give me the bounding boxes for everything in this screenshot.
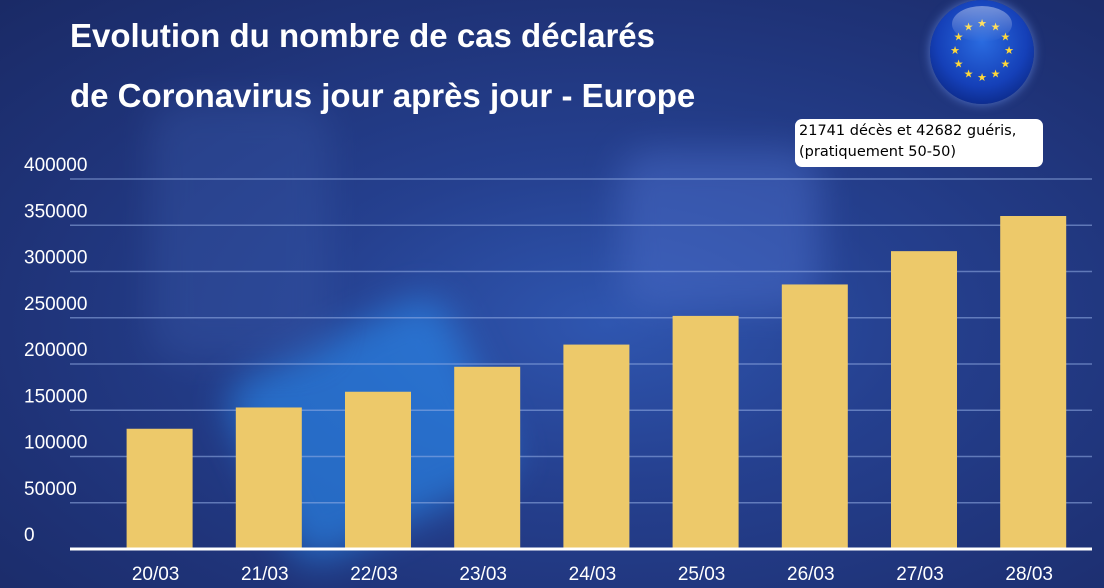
y-tick-label: 150000 bbox=[24, 386, 87, 407]
star-icon: ★ bbox=[977, 72, 987, 84]
bar-23/03 bbox=[454, 366, 521, 549]
y-tick-label: 100000 bbox=[24, 433, 87, 454]
bar-22/03 bbox=[345, 391, 411, 549]
y-tick-label: 200000 bbox=[24, 340, 87, 361]
x-tick-label: 20/03 bbox=[132, 564, 180, 585]
bar-28/03 bbox=[1000, 216, 1067, 549]
x-tick-label: 28/03 bbox=[1005, 564, 1053, 585]
background-blur-shape bbox=[150, 100, 330, 360]
chart-title: Evolution du nombre de cas déclarés de C… bbox=[70, 6, 695, 126]
annotation-line-2: (pratiquement 50-50) bbox=[799, 144, 957, 160]
x-tick-label: 22/03 bbox=[350, 564, 398, 585]
eu-flag-globe-icon: ★★★★★★★★★★★★ bbox=[930, 0, 1034, 104]
y-tick-label: 350000 bbox=[24, 201, 87, 222]
x-tick-label: 27/03 bbox=[896, 564, 944, 585]
x-tick-label: 24/03 bbox=[569, 564, 617, 585]
star-icon: ★ bbox=[950, 45, 960, 57]
bar-27/03 bbox=[891, 251, 957, 549]
y-tick-label: 0 bbox=[24, 525, 35, 546]
bar-24/03 bbox=[563, 344, 630, 549]
star-icon: ★ bbox=[991, 68, 1001, 80]
x-tick-label: 26/03 bbox=[787, 564, 835, 585]
star-icon: ★ bbox=[977, 18, 987, 30]
bar-20/03 bbox=[126, 428, 193, 549]
star-icon: ★ bbox=[964, 68, 974, 80]
star-icon: ★ bbox=[964, 22, 974, 34]
x-tick-label: 21/03 bbox=[241, 564, 289, 585]
star-icon: ★ bbox=[1000, 59, 1010, 71]
y-tick-label: 400000 bbox=[24, 155, 87, 176]
y-tick-label: 50000 bbox=[24, 479, 77, 500]
bar-21/03 bbox=[235, 407, 302, 549]
annotation-box: 21741 décès et 42682 guéris, (pratiqueme… bbox=[795, 119, 1043, 167]
star-icon: ★ bbox=[991, 22, 1001, 34]
bar-26/03 bbox=[781, 284, 848, 549]
star-icon: ★ bbox=[954, 59, 964, 71]
x-tick-label: 25/03 bbox=[678, 564, 726, 585]
x-tick-label: 23/03 bbox=[459, 564, 507, 585]
title-line-2: de Coronavirus jour après jour - Europe bbox=[70, 77, 696, 114]
star-icon: ★ bbox=[954, 32, 964, 44]
title-line-1: Evolution du nombre de cas déclarés bbox=[70, 17, 655, 54]
bar-25/03 bbox=[672, 315, 739, 549]
y-tick-label: 250000 bbox=[24, 294, 87, 315]
background-blur-shape bbox=[620, 150, 820, 310]
star-icon: ★ bbox=[1004, 45, 1014, 57]
annotation-line-1: 21741 décès et 42682 guéris, bbox=[799, 123, 1017, 139]
y-tick-label: 300000 bbox=[24, 248, 87, 269]
star-icon: ★ bbox=[1000, 32, 1010, 44]
